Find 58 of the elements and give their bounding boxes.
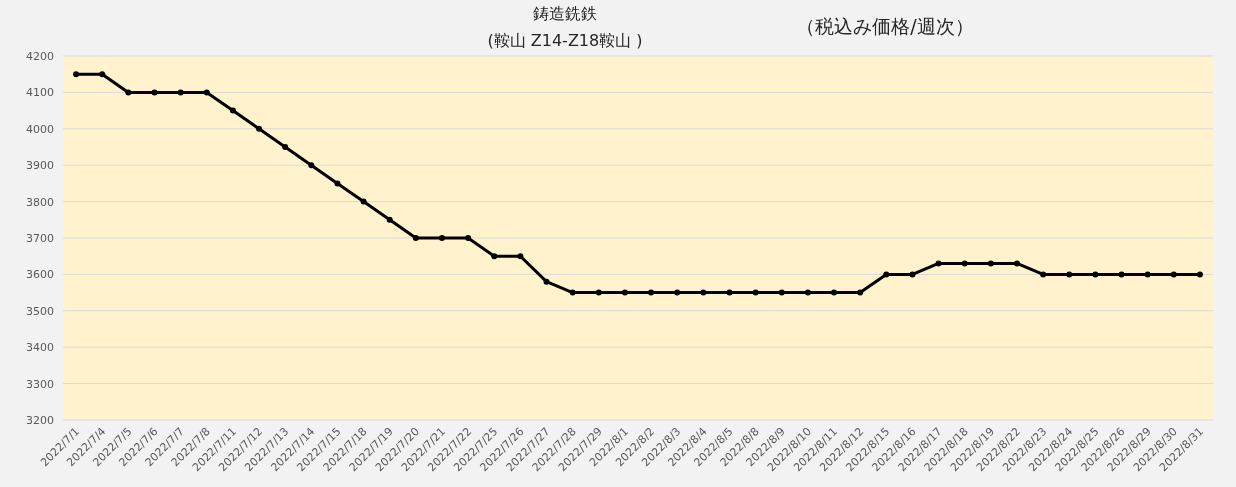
point: [465, 235, 472, 241]
point: [151, 89, 158, 96]
point: [412, 235, 419, 241]
point: [1092, 271, 1099, 278]
y-tick-label: 4100: [26, 86, 54, 100]
point: [282, 144, 289, 150]
y-tick-label: 3800: [26, 195, 54, 209]
y-tick-label: 4000: [26, 122, 54, 136]
point: [1196, 271, 1203, 278]
point: [438, 235, 445, 241]
point: [125, 89, 132, 96]
chart-subtitle: (鞍山 Z14-Z18鞍山 ): [487, 31, 643, 50]
point: [648, 289, 655, 296]
y-tick-label: 3500: [26, 304, 54, 318]
point: [1144, 271, 1151, 278]
point: [700, 289, 707, 296]
point: [1066, 271, 1073, 278]
point: [857, 289, 864, 296]
point: [360, 198, 367, 205]
y-tick-label: 3600: [26, 268, 54, 282]
point: [935, 260, 942, 267]
point: [517, 253, 524, 260]
y-tick-label: 3400: [26, 341, 54, 355]
point: [778, 289, 785, 296]
point: [1118, 271, 1125, 278]
point: [804, 289, 811, 296]
point: [386, 216, 393, 223]
point: [987, 260, 994, 267]
chart-title: 鋳造銑鉄: [533, 4, 597, 23]
y-tick-label: 3300: [26, 377, 54, 391]
point: [569, 289, 576, 296]
point: [752, 289, 759, 296]
point: [203, 89, 210, 96]
point: [491, 253, 498, 260]
y-tick-label: 4200: [26, 50, 54, 63]
point: [177, 89, 184, 96]
point: [99, 71, 106, 78]
text: （税込み価格/週次）: [796, 15, 974, 37]
point: [1040, 271, 1047, 278]
y-tick-label: 3900: [26, 159, 54, 173]
point: [961, 260, 968, 267]
point: [73, 71, 80, 78]
point: [883, 271, 890, 278]
point: [308, 162, 315, 169]
point: [595, 289, 602, 296]
point: [621, 289, 628, 296]
point: [256, 125, 263, 132]
y-tick-label: 3200: [26, 414, 54, 427]
point: [543, 278, 550, 285]
y-tick-label: 3700: [26, 232, 54, 245]
point: [726, 289, 733, 296]
point: [909, 271, 916, 278]
point: [1170, 271, 1177, 278]
point: [334, 180, 341, 187]
point: [831, 289, 838, 296]
point: [229, 107, 236, 114]
point: [1013, 260, 1020, 267]
point: [674, 289, 681, 296]
